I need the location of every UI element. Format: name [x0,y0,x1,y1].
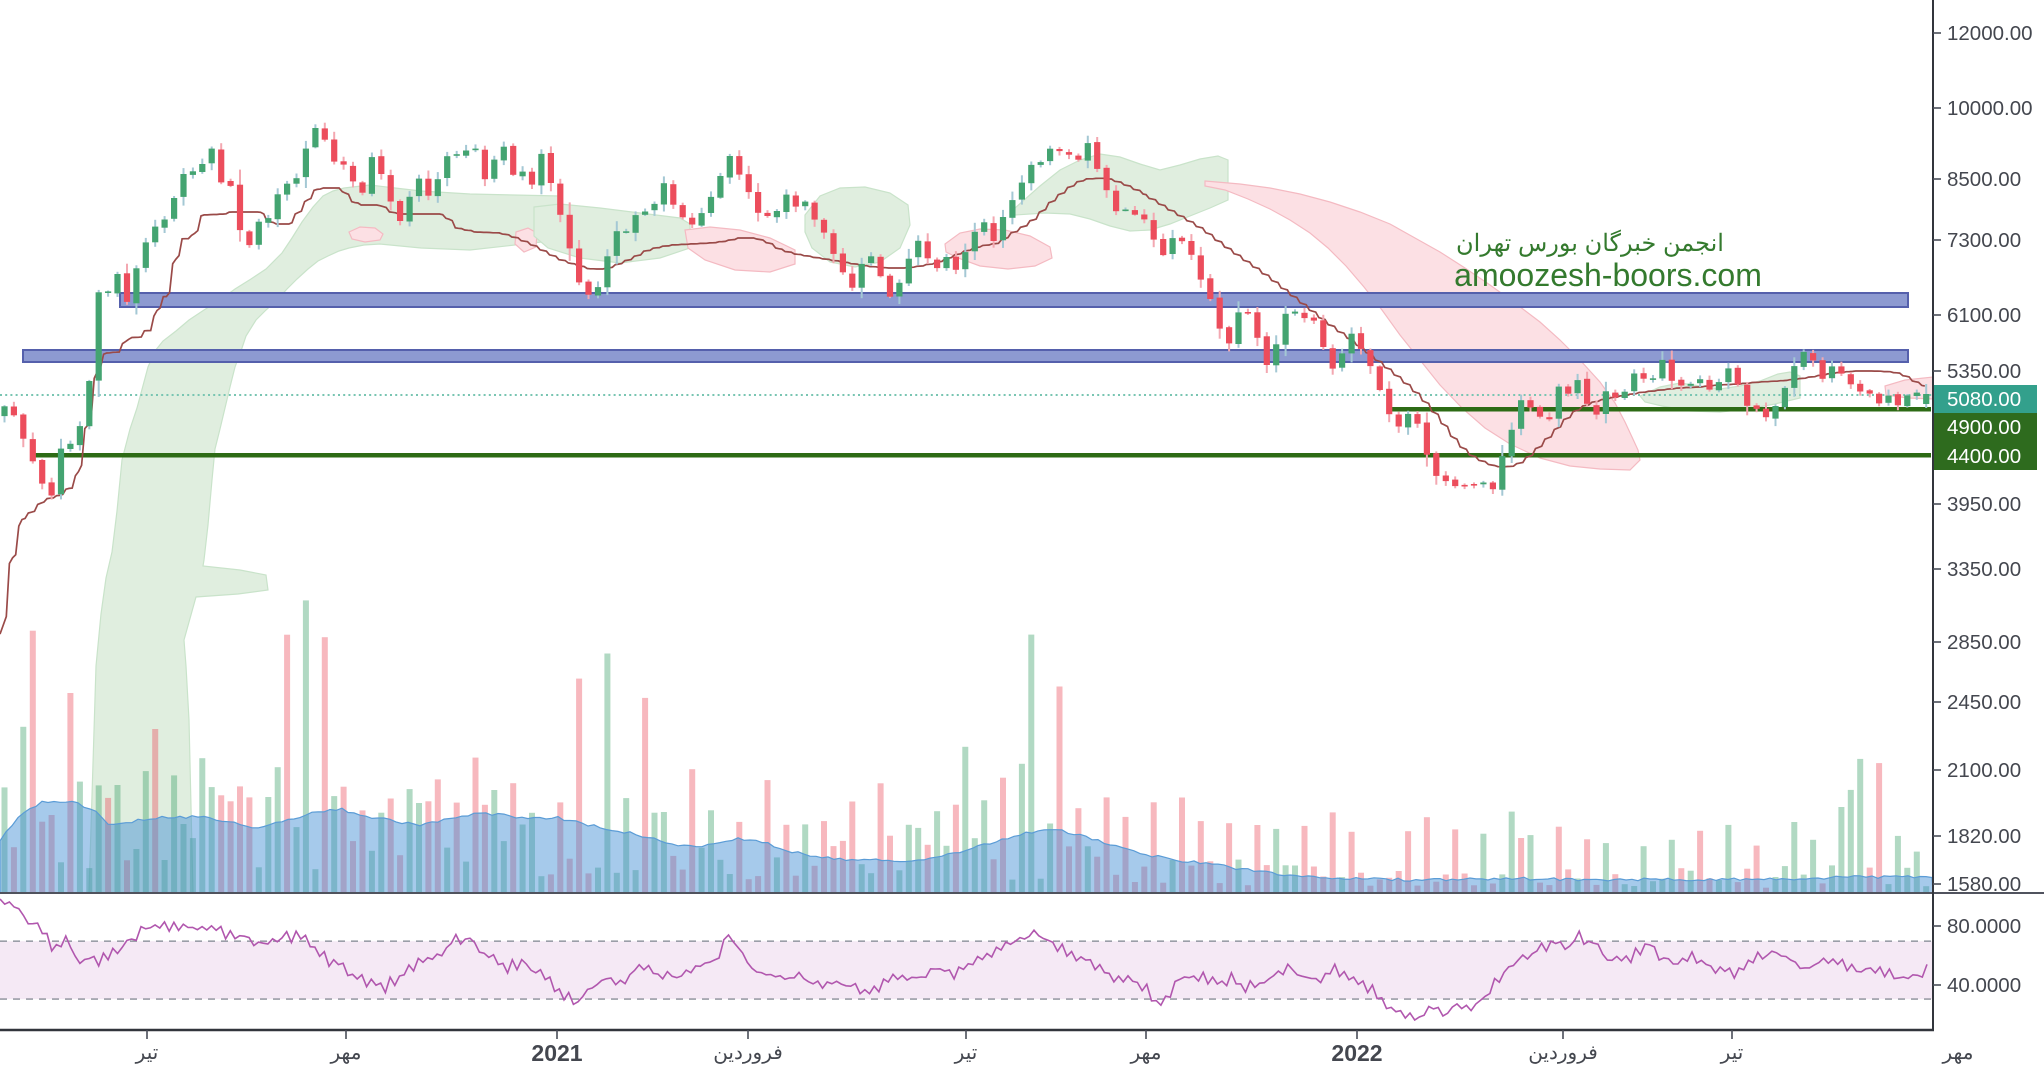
svg-text:3950.00: 3950.00 [1947,493,2021,516]
svg-text:8500.00: 8500.00 [1947,168,2021,191]
svg-text:80.0000: 80.0000 [1947,915,2021,938]
svg-text:4900.00: 4900.00 [1947,416,2021,439]
svg-text:فروردین: فروردین [1528,1042,1598,1064]
svg-text:مهر: مهر [330,1042,362,1064]
svg-text:1580.00: 1580.00 [1947,873,2021,896]
svg-text:1820.00: 1820.00 [1947,825,2021,848]
svg-text:2022: 2022 [1331,1040,1382,1066]
svg-text:amoozesh-boors.com: amoozesh-boors.com [1454,257,1762,293]
svg-text:فروردین: فروردین [713,1042,783,1064]
svg-text:3350.00: 3350.00 [1947,558,2021,581]
svg-text:تیر: تیر [1720,1042,1744,1064]
svg-text:2021: 2021 [531,1040,582,1066]
svg-text:40.0000: 40.0000 [1947,974,2021,997]
svg-text:10000.00: 10000.00 [1947,97,2033,120]
svg-text:2100.00: 2100.00 [1947,759,2021,782]
svg-text:6100.00: 6100.00 [1947,304,2021,327]
svg-text:مهر: مهر [1130,1042,1162,1064]
svg-text:انجمن خبرگان بورس تهران: انجمن خبرگان بورس تهران [1456,229,1724,257]
svg-text:5350.00: 5350.00 [1947,360,2021,383]
svg-text:2850.00: 2850.00 [1947,631,2021,654]
svg-text:7300.00: 7300.00 [1947,229,2021,252]
svg-text:تیر: تیر [135,1042,159,1064]
svg-text:2450.00: 2450.00 [1947,691,2021,714]
svg-text:مهر: مهر [1942,1042,1974,1064]
svg-text:تیر: تیر [954,1042,978,1064]
svg-text:4400.00: 4400.00 [1947,445,2021,468]
svg-text:12000.00: 12000.00 [1947,22,2033,45]
svg-text:5080.00: 5080.00 [1947,388,2021,411]
